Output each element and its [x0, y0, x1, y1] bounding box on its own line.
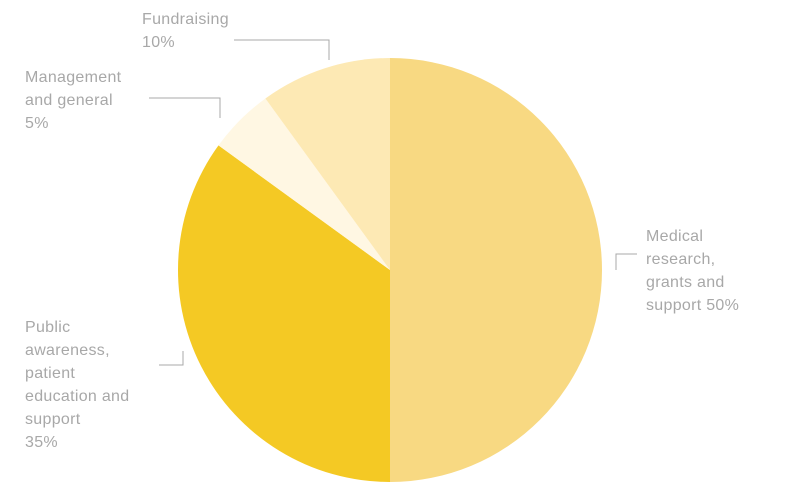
slice-labels: Medical research, grants and support 50% Pub… [25, 11, 739, 451]
slice-label-management-general: Management and general 5% [25, 69, 122, 132]
slice-label-line: support 50% [646, 297, 739, 314]
leader-lines [149, 39, 637, 366]
leader-line-medical-research [615, 253, 637, 270]
slice-label-line: research, [646, 251, 715, 268]
slice-label-public-awareness: Public awareness, patient education and supp… [25, 319, 129, 451]
slice-label-line: patient [25, 365, 75, 382]
slice-label-line: Management [25, 69, 122, 86]
pie-slice-public-awareness [178, 145, 390, 482]
slice-label-line: 35% [25, 434, 58, 451]
pie-slice-management-general [218, 98, 390, 271]
pie-slice-medical-research [390, 58, 602, 482]
slice-label-line: 5% [25, 115, 49, 132]
slice-label-line: grants and [646, 274, 725, 291]
slice-label-line: 10% [142, 34, 175, 51]
slice-label-medical-research: Medical research, grants and support 50% [646, 228, 739, 314]
slice-label-line: support [25, 411, 81, 428]
leader-line-management-general [149, 97, 221, 118]
leader-line-public-awareness [159, 351, 184, 366]
slice-label-line: Public [25, 319, 70, 336]
pie-slices [178, 58, 602, 482]
slice-label-line: Fundraising [142, 11, 229, 28]
slice-label-line: and general [25, 92, 113, 109]
slice-label-line: education and [25, 388, 129, 405]
slice-label-fundraising: Fundraising 10% [142, 11, 229, 51]
slice-label-line: Medical [646, 228, 703, 245]
pie-slice-fundraising [265, 58, 390, 270]
leader-line-fundraising [234, 39, 330, 60]
slice-label-line: awareness, [25, 342, 110, 359]
